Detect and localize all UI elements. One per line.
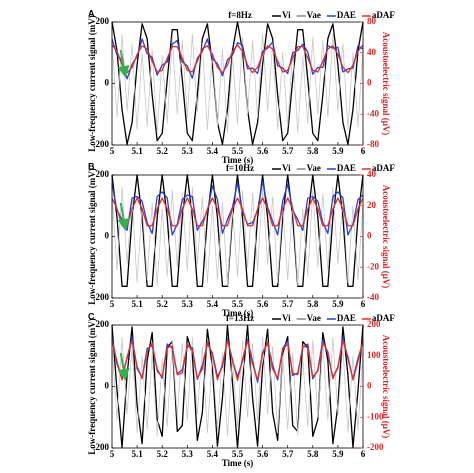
y2-tick-label: 20 xyxy=(367,200,377,210)
x-tick-label: 5.8 xyxy=(307,449,319,459)
series-line xyxy=(111,336,364,437)
y2-axis-label: Acoustoelectric signal (μV) xyxy=(381,32,391,136)
x-tick-label: 5.4 xyxy=(207,299,219,309)
series-line xyxy=(111,180,364,236)
y2-tick-label: -100 xyxy=(367,411,384,421)
x-tick-label: 5.1 xyxy=(131,146,143,156)
x-tick-label: 6 xyxy=(361,146,366,156)
y2-tick-label: 200 xyxy=(367,319,381,329)
series-line xyxy=(111,44,364,74)
x-tick-label: 5.6 xyxy=(257,299,269,309)
legend-label: DAE xyxy=(337,313,356,323)
y2-tick-label: 40 xyxy=(367,47,377,57)
y-axis-label: Low-frequency current signal (mV) xyxy=(87,15,97,151)
y2-tick-label: -40 xyxy=(367,108,379,118)
x-tick-label: 5.5 xyxy=(232,299,244,309)
panel-label: C xyxy=(88,311,95,321)
y2-tick-label: 80 xyxy=(367,16,377,26)
panel-title: f=13Hz xyxy=(226,313,254,323)
y-tick-label: -200 xyxy=(93,442,110,452)
x-tick-label: 5.2 xyxy=(157,146,169,156)
y2-axis-label: Acoustoelectric signal (μV) xyxy=(381,335,391,439)
y-tick-label: 0 xyxy=(105,78,110,88)
y2-tick-label: 0 xyxy=(367,231,372,241)
legend-label: Vi xyxy=(282,10,291,20)
legend-label: Vae xyxy=(307,163,321,173)
y2-tick-label: 0 xyxy=(367,78,372,88)
panel-title: f=8Hz xyxy=(228,10,252,20)
x-tick-label: 5.7 xyxy=(282,449,294,459)
legend-label: aDAF xyxy=(372,163,395,173)
y-tick-label: -200 xyxy=(93,292,110,302)
y-tick-label: -200 xyxy=(93,139,110,149)
x-tick-label: 5.2 xyxy=(157,449,169,459)
y-tick-label: 200 xyxy=(96,319,110,329)
series-line xyxy=(111,186,364,287)
x-tick-label: 5.6 xyxy=(257,449,269,459)
y2-tick-label: 40 xyxy=(367,169,377,179)
x-tick-label: 5.5 xyxy=(232,449,244,459)
series-line xyxy=(111,38,364,80)
x-tick-label: 5.4 xyxy=(207,449,219,459)
legend-label: Vi xyxy=(282,313,291,323)
x-tick-label: 5.1 xyxy=(131,299,143,309)
y2-tick-label: -80 xyxy=(367,139,379,149)
y-tick-label: 200 xyxy=(96,169,110,179)
x-tick-label: 5.1 xyxy=(131,449,143,459)
series-line xyxy=(111,340,364,381)
y2-tick-label: 100 xyxy=(367,350,381,360)
x-tick-label: 5.8 xyxy=(307,146,319,156)
x-tick-label: 5.9 xyxy=(332,449,344,459)
x-tick-label: 6 xyxy=(361,299,366,309)
y2-tick-label: -200 xyxy=(367,442,384,452)
x-tick-label: 5.7 xyxy=(282,146,294,156)
y-tick-label: 0 xyxy=(105,381,110,391)
series-line xyxy=(111,33,364,134)
y-tick-label: 200 xyxy=(96,16,110,26)
y-axis-label: Low-frequency current signal (mV) xyxy=(87,318,97,454)
x-tick-label: 5.7 xyxy=(282,299,294,309)
legend-label: DAE xyxy=(337,10,356,20)
x-tick-label: 5.6 xyxy=(257,146,269,156)
x-tick-label: 5 xyxy=(110,299,115,309)
legend-label: Vi xyxy=(282,163,291,173)
x-tick-label: 5.5 xyxy=(232,146,244,156)
annotation-arrow xyxy=(117,352,130,381)
panel-label: A xyxy=(88,8,95,18)
x-tick-label: 5.2 xyxy=(157,299,169,309)
x-tick-label: 5 xyxy=(110,146,115,156)
legend-label: aDAF xyxy=(372,313,395,323)
legend-label: DAE xyxy=(337,163,356,173)
y-tick-label: 0 xyxy=(105,231,110,241)
legend-label: aDAF xyxy=(372,10,395,20)
y-axis-label: Low-frequency current signal (mV) xyxy=(87,168,97,304)
x-tick-label: 5 xyxy=(110,449,115,459)
x-tick-label: 5.9 xyxy=(332,146,344,156)
panel-title: f=10Hz xyxy=(226,163,254,173)
x-tick-label: 5.8 xyxy=(307,299,319,309)
x-axis-label: Time (s) xyxy=(222,308,254,318)
x-axis-label: Time (s) xyxy=(222,458,254,468)
panel-label: B xyxy=(88,161,95,171)
y2-tick-label: -40 xyxy=(367,292,379,302)
x-tick-label: 5.3 xyxy=(182,299,194,309)
x-tick-label: 5.4 xyxy=(207,146,219,156)
y2-axis-label: Acoustoelectric signal (μV) xyxy=(381,185,391,289)
annotation-arrow xyxy=(117,202,130,231)
x-tick-label: 5.3 xyxy=(182,449,194,459)
x-tick-label: 5.9 xyxy=(332,299,344,309)
x-tick-label: 6 xyxy=(361,449,366,459)
y2-tick-label: -20 xyxy=(367,261,379,271)
annotation-arrow xyxy=(117,49,130,78)
x-axis-label: Time (s) xyxy=(222,155,254,165)
y2-tick-label: 0 xyxy=(367,381,372,391)
legend-label: Vae xyxy=(307,10,321,20)
series-line xyxy=(111,197,364,227)
x-tick-label: 5.3 xyxy=(182,146,194,156)
legend-label: Vae xyxy=(307,313,321,323)
